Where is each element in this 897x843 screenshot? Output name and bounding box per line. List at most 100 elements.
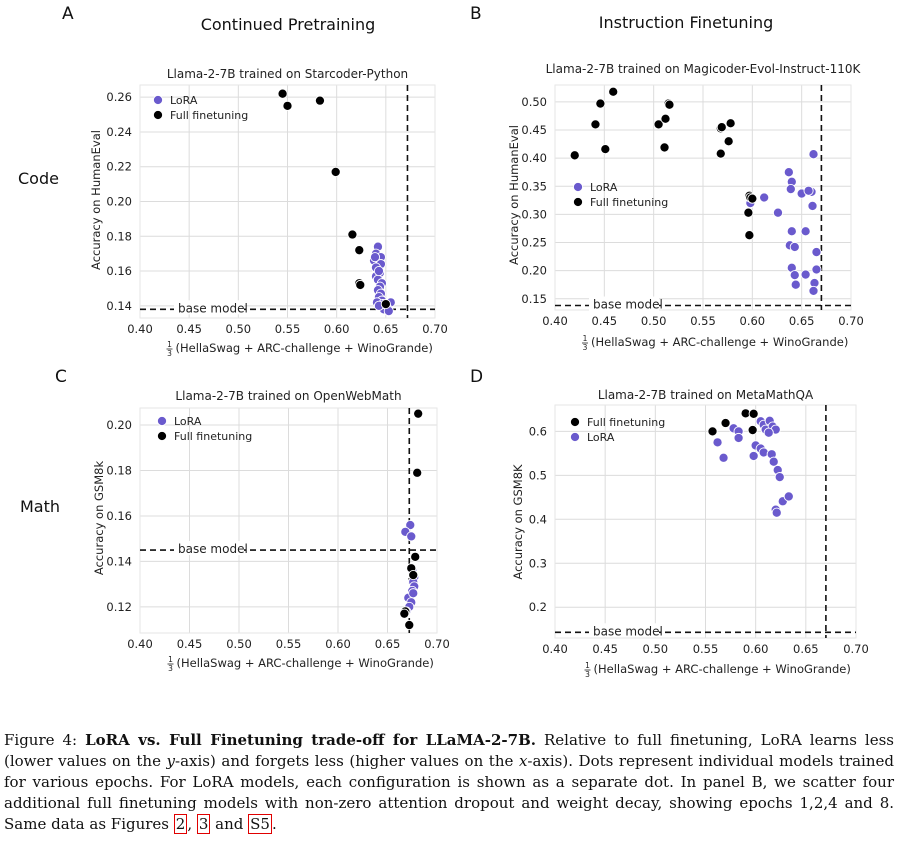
chart-legend: LoRA Full finetuning: [156, 415, 252, 443]
lora-point: [808, 285, 819, 296]
lora-point: [763, 427, 774, 438]
lora-point: [774, 472, 785, 483]
legend-marker-full-finetuning: [569, 416, 581, 428]
legend-label-full-finetuning: Full finetuning: [170, 109, 248, 122]
y-tick-label: 0.50: [521, 95, 547, 109]
lora-point: [771, 507, 782, 518]
base-model-label-bg: [589, 296, 659, 311]
legend-label-lora: LoRA: [170, 94, 198, 107]
x-tick-label: 0.40: [127, 637, 153, 651]
y-tick-label: 0.12: [106, 600, 132, 614]
caption-sep-1: ,: [187, 815, 197, 833]
legend-label-lora: LoRA: [174, 415, 202, 428]
full-finetuning-point: [277, 88, 288, 99]
x-axis-label-frac-den: 3: [167, 349, 172, 358]
base-model-label-bg: [174, 300, 244, 315]
caption-y-symbol: y: [166, 752, 176, 770]
full-finetuning-point: [282, 100, 293, 111]
panel-letter-c: C: [55, 367, 67, 387]
y-tick-label: 0.18: [106, 229, 132, 243]
lora-point: [800, 269, 811, 280]
base-model-label: base model: [178, 301, 248, 315]
y-axis-label: Accuracy on HumanEval: [507, 125, 521, 265]
legend-marker-full-finetuning: [572, 196, 584, 208]
full-finetuning-point: [707, 426, 718, 437]
legend-label-full-finetuning: Full finetuning: [587, 416, 665, 429]
chart-panel-c: 0.40 0.45 0.50 0.55 0.60 0.65 0.70 0.12 0.14 0.16…: [92, 389, 450, 673]
chart-legend: LoRA Full finetuning: [572, 181, 668, 209]
full-finetuning-point: [590, 119, 601, 130]
x-tick-label: 0.60: [325, 637, 351, 651]
x-tick-label: 0.70: [424, 637, 450, 651]
lora-point: [405, 519, 416, 531]
plot-frame: [139, 84, 436, 319]
legend-label-lora: LoRA: [590, 181, 618, 194]
full-finetuning-point: [660, 113, 671, 124]
y-tick-label: 0.6: [529, 424, 547, 438]
base-model-label-bg: [589, 623, 659, 638]
full-finetuning-point: [720, 417, 731, 429]
caption-bold-title: LoRA vs. Full Finetuning trade-off for L…: [85, 731, 536, 749]
full-finetuning-point: [404, 619, 415, 631]
full-finetuning-point: [410, 551, 421, 562]
chart-panel-a: 0.40 0.45 0.50 0.55 0.60 0.65 0.70 0.14 0.16 0.18…: [89, 67, 448, 358]
full-finetuning-point: [600, 144, 611, 155]
x-tick-label: 0.40: [127, 322, 153, 336]
row-label-code: Code: [18, 169, 59, 188]
x-axis-label-frac-den: 3: [168, 664, 173, 673]
x-axis-label-frac-den: 3: [585, 670, 590, 679]
full-finetuning-point: [744, 230, 755, 241]
y-tick-label: 0.24: [106, 125, 132, 139]
x-tick-label: 0.55: [276, 637, 302, 651]
lora-point: [772, 207, 784, 218]
column-title-instruction-finetuning: Instruction Finetuning: [599, 13, 773, 32]
chart-panel-b: 0.40 0.45 0.50 0.55 0.60 0.65 0.70 0.15 0.20 0.25…: [507, 62, 864, 352]
legend-marker-lora: [156, 415, 168, 427]
x-tick-label: 0.70: [838, 314, 864, 328]
lora-point: [748, 450, 759, 462]
full-finetuning-point: [664, 99, 675, 110]
caption-text-2: -axis) and forgets less (higher values o…: [175, 752, 519, 770]
full-finetuning-point: [715, 148, 726, 159]
full-finetuning-point: [314, 95, 326, 106]
y-axis-label: Accuracy on GSM8K: [511, 464, 525, 580]
x-axis-label-frac-num: 1: [168, 655, 173, 664]
caption-sep-2: and: [210, 815, 249, 833]
chart-legend: Full finetuning LoRA: [569, 416, 665, 444]
full-finetuning-point: [413, 408, 424, 419]
x-axis-label-frac-num: 1: [585, 661, 590, 670]
full-finetuning-point: [716, 122, 727, 133]
x-tick-label: 0.55: [690, 314, 716, 328]
full-finetuning-point: [725, 118, 736, 129]
y-tick-label: 0.3: [529, 556, 547, 570]
full-finetuning-point: [347, 229, 358, 240]
figure-ref-3-link[interactable]: 3: [196, 814, 211, 834]
figure-ref-2-link[interactable]: 2: [173, 814, 188, 834]
lora-point: [789, 270, 800, 281]
lora-point: [718, 452, 729, 463]
full-finetuning-point: [399, 608, 410, 619]
x-tick-label: 0.50: [641, 314, 667, 328]
y-tick-label: 0.15: [521, 292, 547, 306]
y-tick-label: 0.20: [106, 418, 132, 432]
lora-point: [406, 531, 417, 542]
full-finetuning-point: [748, 408, 759, 419]
y-tick-label: 0.16: [106, 509, 132, 523]
y-tick-label: 0.22: [106, 160, 132, 174]
legend-marker-lora: [569, 431, 581, 443]
figure-ref-s5-link[interactable]: S5: [248, 814, 272, 834]
lora-point: [733, 432, 744, 444]
full-finetuning-point: [653, 119, 664, 130]
panel-letter-b: B: [470, 4, 482, 24]
x-tick-label: 0.65: [793, 642, 819, 656]
panel-letter-a: A: [62, 4, 74, 24]
y-tick-label: 0.18: [106, 464, 132, 478]
lora-point: [790, 279, 801, 290]
full-finetuning-point: [595, 98, 606, 109]
lora-point: [783, 491, 794, 502]
chart-title: Llama-2-7B trained on MetaMathQA: [598, 388, 814, 402]
x-axis-label-frac-num: 1: [167, 340, 172, 349]
legend-label-full-finetuning: Full finetuning: [590, 196, 668, 209]
caption-text-3: -axis). Dots represent individual models…: [4, 752, 894, 833]
x-tick-label: 0.55: [275, 322, 301, 336]
